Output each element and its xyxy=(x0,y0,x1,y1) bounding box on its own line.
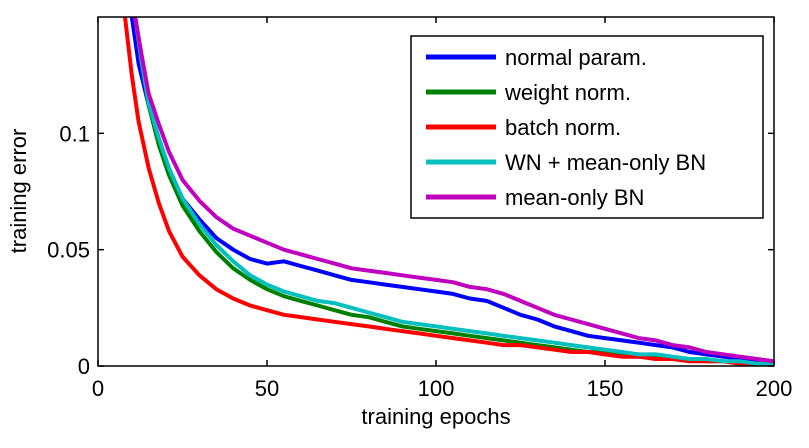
legend-label: batch norm. xyxy=(505,115,621,140)
x-tick-label: 50 xyxy=(255,376,279,401)
legend-label: normal param. xyxy=(505,45,647,70)
x-tick-label: 0 xyxy=(92,376,104,401)
x-tick-label: 100 xyxy=(418,376,455,401)
y-tick-label: 0 xyxy=(78,354,90,379)
legend-label: weight norm. xyxy=(504,80,631,105)
series-line-4 xyxy=(133,17,774,364)
series-line-0 xyxy=(129,17,774,366)
x-tick-label: 200 xyxy=(756,376,793,401)
x-axis-label: training epochs xyxy=(361,404,510,429)
plot-lines xyxy=(123,17,774,366)
x-tick-label: 150 xyxy=(587,376,624,401)
y-tick-label: 0.05 xyxy=(47,238,90,263)
legend-label: WN + mean-only BN xyxy=(505,150,706,175)
legend: normal param. weight norm. batch norm. WN +… xyxy=(410,35,764,219)
axis-ticks: 0 50 100 150 200 0 0.05 0.1 xyxy=(47,17,792,401)
y-tick-label: 0.1 xyxy=(59,121,90,146)
series-line-3 xyxy=(133,17,774,366)
y-axis-label: training error xyxy=(6,129,31,254)
legend-label: mean-only BN xyxy=(505,185,644,210)
legend-box xyxy=(410,35,764,219)
series-line-2 xyxy=(123,17,774,366)
